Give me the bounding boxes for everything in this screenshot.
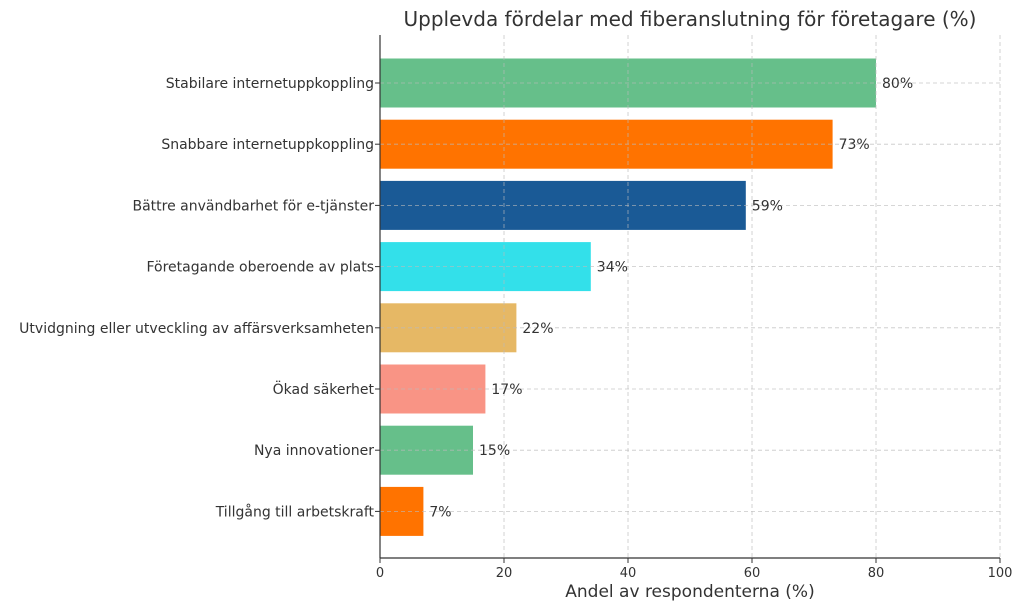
data-label: 73%: [839, 137, 870, 153]
x-tick-label: 40: [620, 566, 637, 581]
x-tick-label: 80: [868, 566, 885, 581]
data-label: 17%: [491, 382, 522, 398]
data-label: 59%: [752, 198, 783, 214]
data-label: 22%: [522, 321, 553, 337]
data-label: 7%: [429, 504, 451, 520]
y-tick-label: Bättre användbarhet för e-tjänster: [133, 198, 375, 214]
x-tick-label: 100: [988, 566, 1013, 581]
grid-overlay: [380, 35, 1001, 558]
x-tick-label: 0: [376, 566, 384, 581]
data-label: 15%: [479, 443, 510, 459]
y-tick-label: Ökad säkerhet: [273, 380, 375, 398]
data-labels: 80% 73% 59% 34% 22% 17% 15% 7%: [429, 76, 913, 520]
x-tick-label: 60: [744, 566, 761, 581]
chart-title: Upplevda fördelar med fiberanslutning fö…: [404, 7, 977, 31]
data-label: 80%: [882, 76, 913, 92]
y-tick-label: Tillgång till arbetskraft: [215, 503, 375, 520]
x-axis-label: Andel av respondenterna (%): [565, 582, 814, 602]
data-label: 34%: [597, 260, 628, 276]
y-tick-label: Stabilare internetuppkoppling: [166, 76, 374, 92]
y-tick-labels: Stabilare internetuppkoppling Snabbare in…: [19, 76, 380, 520]
y-tick-label: Snabbare internetuppkoppling: [161, 137, 374, 153]
x-tick-label: 20: [496, 566, 513, 581]
y-tick-label: Företagande oberoende av plats: [146, 260, 374, 276]
x-ticks: 0 20 40 60 80 100: [376, 558, 1013, 581]
y-tick-label: Utvidgning eller utveckling av affärsver…: [19, 321, 374, 337]
y-tick-label: Nya innovationer: [254, 443, 374, 459]
